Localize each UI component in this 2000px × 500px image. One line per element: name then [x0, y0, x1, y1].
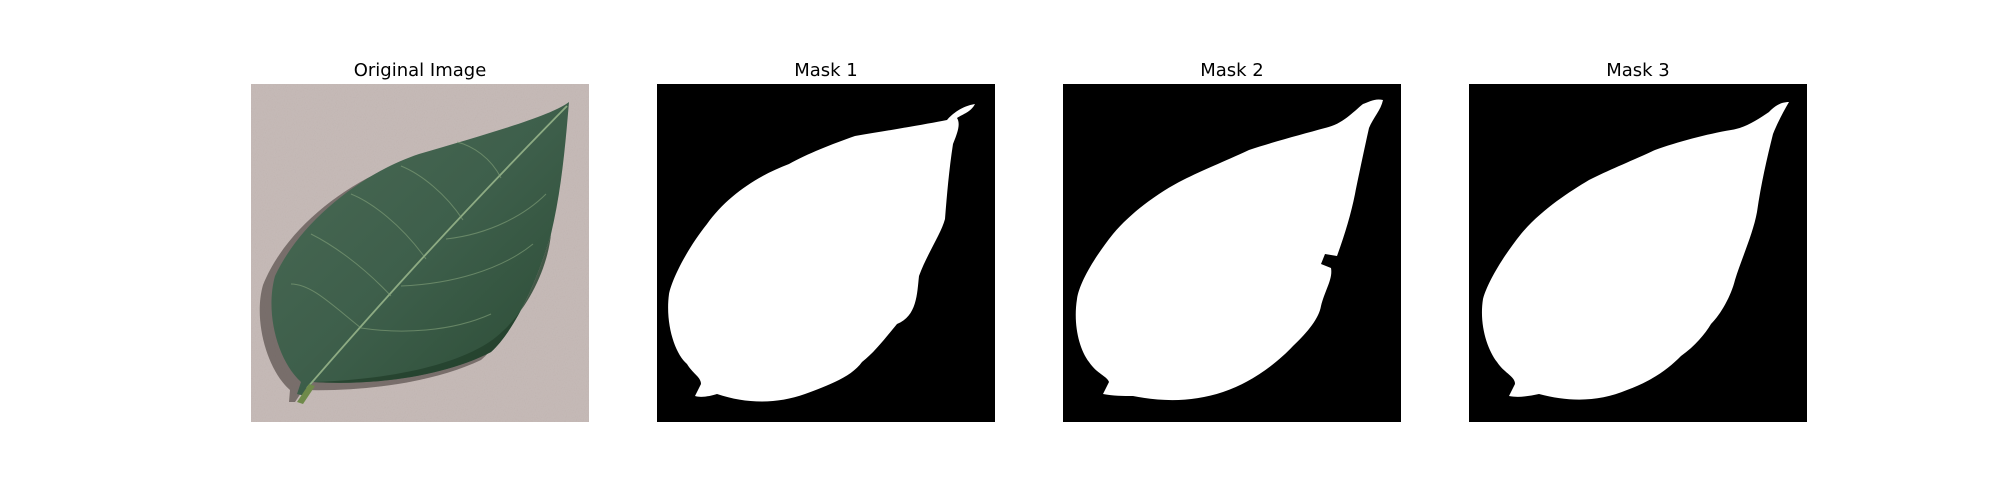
leaf-midrib: [306, 105, 568, 389]
panel-title: Mask 1: [794, 60, 858, 81]
mask-3-image: [1469, 84, 1807, 422]
leaf-petiole: [297, 384, 315, 404]
panel-mask-1: Mask 1: [657, 58, 995, 422]
panel-mask-2: Mask 2: [1063, 58, 1401, 422]
leaf-shape: [271, 102, 569, 396]
mask-1-image: [657, 84, 995, 422]
panel-title: Mask 2: [1200, 60, 1264, 81]
panel-title: Mask 3: [1606, 60, 1670, 81]
panel-mask-3: Mask 3: [1469, 58, 1807, 422]
panel-title: Original Image: [353, 60, 487, 81]
mask-2-image: [1063, 84, 1401, 422]
mask-leaf-region: [1481, 102, 1789, 400]
mask-leaf-region: [1075, 99, 1383, 401]
leaf-lower-shade: [313, 234, 551, 383]
panel-original-image: Original Image: [251, 58, 589, 422]
original-leaf-image: [251, 84, 589, 422]
leaf-veins: [290, 141, 547, 332]
mask-leaf-region: [668, 104, 975, 402]
